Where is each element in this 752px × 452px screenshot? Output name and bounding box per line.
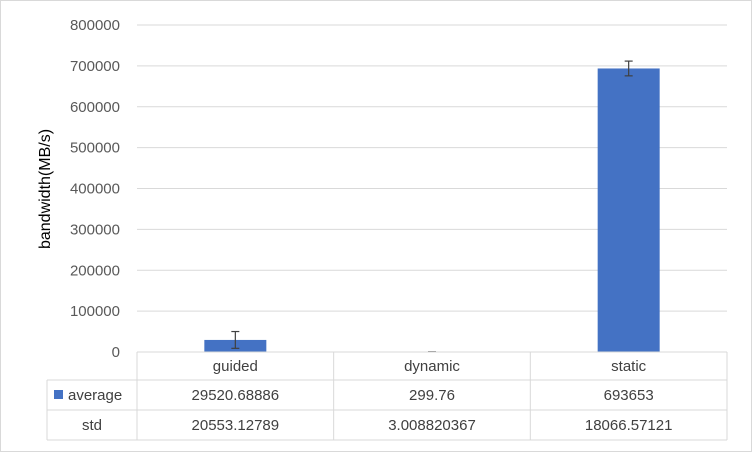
y-axis-ticks: 0 100000 200000 300000 400000 500000 600000 700… — [70, 17, 120, 361]
legend-key — [54, 390, 63, 399]
y-tick-label: 400000 — [70, 181, 120, 198]
error-bar-static — [624, 60, 633, 77]
error-bar-guided — [231, 330, 240, 349]
y-axis-label: bandwidth(MB/s) — [37, 129, 54, 249]
table-cell: 299.76 — [409, 387, 455, 404]
category-label: static — [611, 358, 647, 375]
table-cell: 20553.12789 — [192, 417, 280, 434]
row-label: average — [68, 387, 122, 404]
gridlines — [137, 24, 727, 312]
table-cell: 18066.57121 — [585, 417, 673, 434]
y-tick-label: 0 — [112, 344, 120, 361]
y-tick-label: 800000 — [70, 17, 120, 34]
category-label: dynamic — [404, 358, 460, 375]
bar-static — [597, 68, 660, 353]
table-cell: 3.008820367 — [388, 417, 476, 434]
data-table: guided dynamic static average 29520.68886 299… — [46, 351, 728, 441]
y-tick-label: 600000 — [70, 99, 120, 116]
y-tick-label: 500000 — [70, 140, 120, 157]
category-label: guided — [213, 358, 258, 375]
y-tick-label: 200000 — [70, 262, 120, 279]
y-tick-label: 100000 — [70, 303, 120, 320]
row-label: std — [82, 417, 102, 434]
table-cell: 693653 — [604, 387, 654, 404]
error-bars — [231, 60, 633, 353]
y-tick-label: 700000 — [70, 58, 120, 75]
bars — [204, 68, 660, 353]
table-cell: 29520.68886 — [192, 387, 280, 404]
y-tick-label: 300000 — [70, 221, 120, 238]
